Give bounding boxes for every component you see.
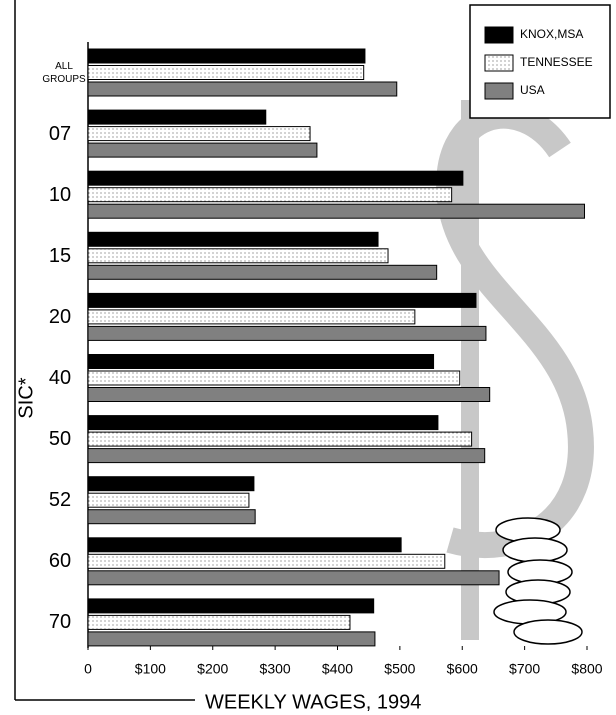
bar xyxy=(87,553,446,569)
y-tick-label: 52 xyxy=(48,489,72,512)
bar xyxy=(87,598,375,614)
y-tick-label: 15 xyxy=(48,244,72,267)
y-tick-label: 70 xyxy=(48,611,72,634)
y-tick-label: 20 xyxy=(48,305,72,328)
bar xyxy=(87,476,255,492)
legend-label: USA xyxy=(520,83,545,97)
x-tick-label: $800 xyxy=(571,661,602,677)
bar xyxy=(87,492,250,508)
bar xyxy=(87,370,461,386)
legend-swatch xyxy=(484,54,514,72)
bar xyxy=(87,109,267,125)
y-tick-label: 50 xyxy=(48,428,72,451)
x-tick-label: $400 xyxy=(322,661,353,677)
y-tick-label: 07 xyxy=(48,122,72,145)
y-tick-label: 60 xyxy=(48,550,72,573)
legend-swatch xyxy=(484,82,514,100)
bar xyxy=(87,614,351,630)
legend-label: KNOX,MSA xyxy=(520,27,583,41)
bar xyxy=(87,187,453,203)
bar xyxy=(87,231,379,247)
y-label-bg xyxy=(16,370,38,426)
bar xyxy=(87,387,491,402)
bar xyxy=(87,415,439,431)
legend-swatch xyxy=(484,26,514,44)
x-tick-label: $300 xyxy=(260,661,291,677)
bar xyxy=(87,431,473,447)
bar xyxy=(87,570,500,586)
y-tick-label: 40 xyxy=(48,367,72,389)
x-axis-label: WEEKLY WAGES, 1994 xyxy=(205,691,421,713)
bar xyxy=(87,325,487,341)
bar xyxy=(87,448,486,464)
x-tick-label: $700 xyxy=(509,661,540,677)
bar xyxy=(87,48,366,64)
bar xyxy=(87,537,402,553)
bar xyxy=(87,142,318,158)
y-tick-label: ALL GROUPS xyxy=(42,60,86,85)
x-tick-label: $500 xyxy=(384,661,415,677)
bar xyxy=(87,631,376,647)
bar xyxy=(87,292,477,308)
bar xyxy=(87,264,438,280)
bar xyxy=(87,65,365,80)
bar xyxy=(87,170,464,186)
bar xyxy=(87,309,416,325)
bar xyxy=(87,509,256,525)
coins xyxy=(493,517,583,645)
x-tick-label: $100 xyxy=(135,661,166,677)
bar xyxy=(87,203,586,219)
x-tick-label: $200 xyxy=(197,661,228,677)
x-tick-label: 0 xyxy=(84,661,92,677)
bar xyxy=(87,81,398,97)
bar xyxy=(87,248,389,264)
legend-label: TENNESSEE xyxy=(520,55,593,69)
bar xyxy=(87,354,435,369)
bar xyxy=(87,126,311,142)
y-tick-label: 10 xyxy=(48,183,72,206)
y-axis-label: SIC* xyxy=(15,377,37,418)
x-tick-label: $600 xyxy=(447,661,478,677)
